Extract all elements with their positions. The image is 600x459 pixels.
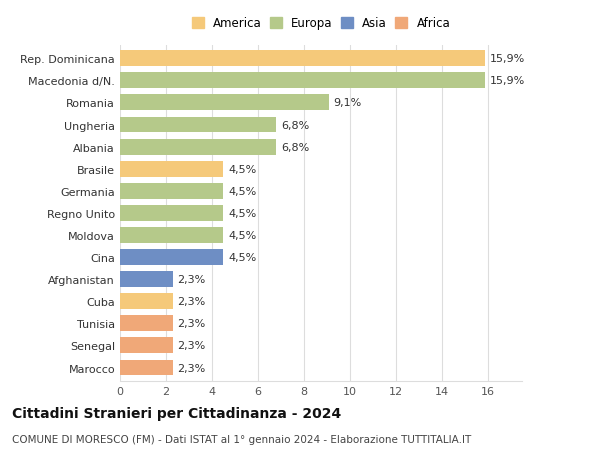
- Bar: [120, 228, 223, 243]
- Text: 4,5%: 4,5%: [228, 164, 256, 174]
- Text: 15,9%: 15,9%: [490, 76, 525, 86]
- Text: 2,3%: 2,3%: [178, 363, 206, 373]
- Bar: [120, 250, 223, 265]
- Bar: [120, 162, 223, 177]
- Text: 6,8%: 6,8%: [281, 142, 309, 152]
- Bar: [120, 338, 173, 353]
- Text: 2,3%: 2,3%: [178, 297, 206, 307]
- Bar: [120, 51, 485, 67]
- Bar: [120, 206, 223, 221]
- Bar: [120, 184, 223, 199]
- Text: 9,1%: 9,1%: [334, 98, 362, 108]
- Text: 15,9%: 15,9%: [490, 54, 525, 64]
- Text: 2,3%: 2,3%: [178, 319, 206, 329]
- Bar: [120, 272, 173, 287]
- Text: 4,5%: 4,5%: [228, 252, 256, 263]
- Bar: [120, 316, 173, 331]
- Text: 4,5%: 4,5%: [228, 230, 256, 241]
- Bar: [120, 294, 173, 309]
- Bar: [120, 118, 276, 133]
- Text: 4,5%: 4,5%: [228, 186, 256, 196]
- Bar: [120, 140, 276, 155]
- Bar: [120, 73, 485, 89]
- Text: COMUNE DI MORESCO (FM) - Dati ISTAT al 1° gennaio 2024 - Elaborazione TUTTITALIA: COMUNE DI MORESCO (FM) - Dati ISTAT al 1…: [12, 434, 471, 444]
- Text: 6,8%: 6,8%: [281, 120, 309, 130]
- Text: Cittadini Stranieri per Cittadinanza - 2024: Cittadini Stranieri per Cittadinanza - 2…: [12, 406, 341, 420]
- Bar: [120, 95, 329, 111]
- Legend: America, Europa, Asia, Africa: America, Europa, Asia, Africa: [190, 15, 452, 33]
- Bar: [120, 360, 173, 375]
- Text: 2,3%: 2,3%: [178, 341, 206, 351]
- Text: 4,5%: 4,5%: [228, 208, 256, 218]
- Text: 2,3%: 2,3%: [178, 274, 206, 285]
